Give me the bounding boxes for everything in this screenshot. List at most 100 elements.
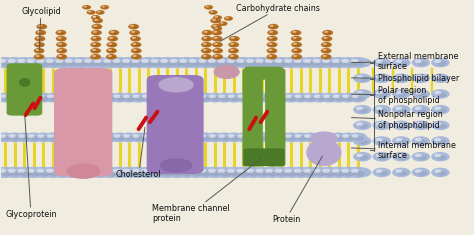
Circle shape: [259, 136, 269, 141]
Circle shape: [106, 42, 117, 47]
Circle shape: [353, 152, 372, 161]
Circle shape: [398, 77, 407, 82]
Circle shape: [106, 48, 117, 54]
Circle shape: [232, 38, 238, 41]
Circle shape: [99, 12, 103, 14]
Circle shape: [59, 136, 69, 141]
Circle shape: [212, 36, 223, 42]
Circle shape: [285, 94, 292, 98]
Circle shape: [411, 58, 430, 67]
Circle shape: [148, 133, 167, 142]
Circle shape: [180, 94, 187, 98]
Circle shape: [78, 136, 88, 141]
Circle shape: [307, 96, 316, 101]
Circle shape: [212, 54, 223, 59]
Circle shape: [227, 18, 231, 20]
Circle shape: [418, 140, 427, 144]
Circle shape: [325, 61, 336, 67]
Circle shape: [132, 134, 139, 138]
Circle shape: [43, 93, 63, 102]
Circle shape: [60, 56, 65, 59]
Circle shape: [65, 59, 73, 63]
Circle shape: [244, 93, 263, 102]
Circle shape: [21, 96, 30, 101]
Circle shape: [392, 152, 410, 161]
Circle shape: [145, 136, 155, 141]
Circle shape: [186, 93, 205, 102]
Circle shape: [101, 6, 105, 8]
Circle shape: [15, 133, 34, 142]
Circle shape: [270, 25, 274, 27]
Circle shape: [290, 167, 311, 178]
Circle shape: [398, 171, 407, 176]
Circle shape: [359, 171, 368, 176]
Circle shape: [185, 57, 207, 68]
Circle shape: [294, 134, 301, 138]
Circle shape: [118, 57, 140, 68]
Circle shape: [110, 31, 114, 33]
Circle shape: [434, 91, 441, 94]
Circle shape: [379, 93, 388, 97]
Circle shape: [138, 133, 158, 142]
Circle shape: [211, 24, 222, 29]
Circle shape: [116, 96, 126, 101]
Circle shape: [212, 48, 223, 54]
Circle shape: [56, 134, 64, 138]
Circle shape: [108, 43, 112, 45]
Circle shape: [356, 59, 363, 63]
Circle shape: [210, 18, 221, 24]
Circle shape: [212, 19, 216, 21]
Circle shape: [415, 122, 422, 126]
Ellipse shape: [160, 159, 192, 172]
Circle shape: [24, 93, 43, 102]
Circle shape: [199, 134, 206, 138]
Circle shape: [123, 134, 130, 138]
Circle shape: [223, 57, 245, 68]
Circle shape: [2, 136, 11, 141]
Circle shape: [0, 167, 16, 178]
Circle shape: [224, 133, 243, 142]
Circle shape: [395, 153, 402, 157]
Circle shape: [13, 57, 35, 68]
Circle shape: [106, 61, 117, 67]
Circle shape: [203, 37, 207, 39]
Circle shape: [131, 54, 142, 59]
Circle shape: [75, 94, 82, 98]
Circle shape: [228, 94, 235, 98]
Circle shape: [218, 134, 225, 138]
Circle shape: [59, 38, 65, 41]
Circle shape: [324, 56, 329, 59]
Circle shape: [351, 59, 359, 63]
Circle shape: [309, 167, 330, 178]
Circle shape: [280, 167, 302, 178]
Circle shape: [376, 138, 383, 141]
Circle shape: [230, 43, 234, 45]
Circle shape: [91, 93, 110, 102]
Circle shape: [33, 57, 54, 68]
Circle shape: [278, 171, 289, 176]
Circle shape: [59, 32, 64, 35]
Circle shape: [65, 94, 73, 98]
Circle shape: [103, 59, 111, 63]
Circle shape: [268, 55, 273, 57]
Circle shape: [78, 61, 89, 67]
Circle shape: [213, 57, 235, 68]
Text: Glycoprotein: Glycoprotein: [5, 116, 57, 219]
Circle shape: [151, 94, 159, 98]
Circle shape: [94, 38, 100, 41]
Circle shape: [214, 37, 218, 39]
Circle shape: [259, 61, 270, 67]
Circle shape: [110, 44, 115, 47]
Circle shape: [303, 169, 311, 173]
Circle shape: [299, 57, 321, 68]
Circle shape: [65, 134, 73, 138]
Circle shape: [71, 57, 92, 68]
Circle shape: [192, 171, 203, 176]
Circle shape: [415, 106, 422, 110]
Circle shape: [83, 6, 87, 8]
Circle shape: [434, 169, 441, 173]
Circle shape: [103, 7, 108, 9]
Circle shape: [214, 55, 218, 57]
Circle shape: [373, 136, 391, 146]
Circle shape: [59, 171, 69, 176]
